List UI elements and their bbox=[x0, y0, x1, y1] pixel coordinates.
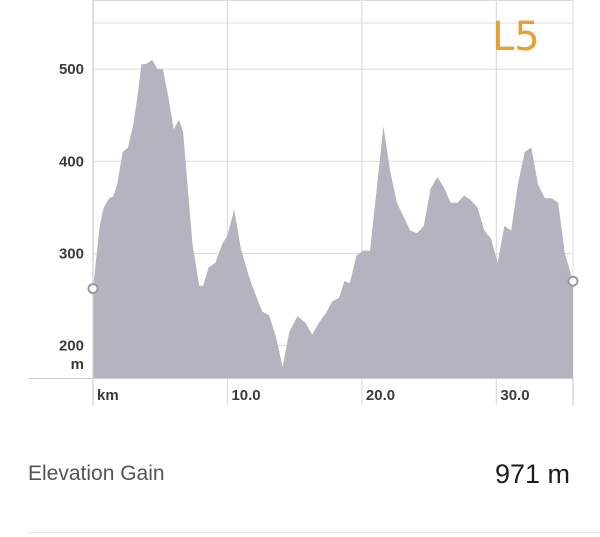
y-tick-label: 300 bbox=[59, 246, 84, 263]
y-tick-label: 200 bbox=[59, 338, 84, 355]
y-tick-label: 400 bbox=[59, 153, 84, 170]
x-tick-label: 10.0 bbox=[231, 387, 260, 404]
y-unit-label: m bbox=[71, 356, 84, 373]
x-unit-label: km bbox=[97, 387, 119, 404]
y-tick-labels: 200 300 400 500 bbox=[59, 61, 84, 355]
elevation-area bbox=[93, 59, 573, 379]
elevation-chart: 200 300 400 500 10.0 20.0 30.0 m km L5 bbox=[28, 0, 579, 405]
x-tick-label: 20.0 bbox=[366, 387, 395, 404]
y-tick-label: 500 bbox=[59, 61, 84, 78]
chart-axes bbox=[28, 0, 574, 405]
x-tick-label: 30.0 bbox=[500, 387, 529, 404]
elevation-gain-row: Elevation Gain 971 m bbox=[28, 450, 570, 498]
row-divider bbox=[28, 532, 600, 533]
elevation-gain-label: Elevation Gain bbox=[28, 462, 165, 485]
x-tick-labels: 10.0 20.0 30.0 bbox=[231, 387, 529, 404]
elevation-gain-value: 971 m bbox=[494, 458, 570, 489]
range-start-handle[interactable] bbox=[87, 283, 99, 295]
lap-badge: L5 bbox=[492, 14, 540, 60]
range-end-handle[interactable] bbox=[567, 275, 579, 287]
